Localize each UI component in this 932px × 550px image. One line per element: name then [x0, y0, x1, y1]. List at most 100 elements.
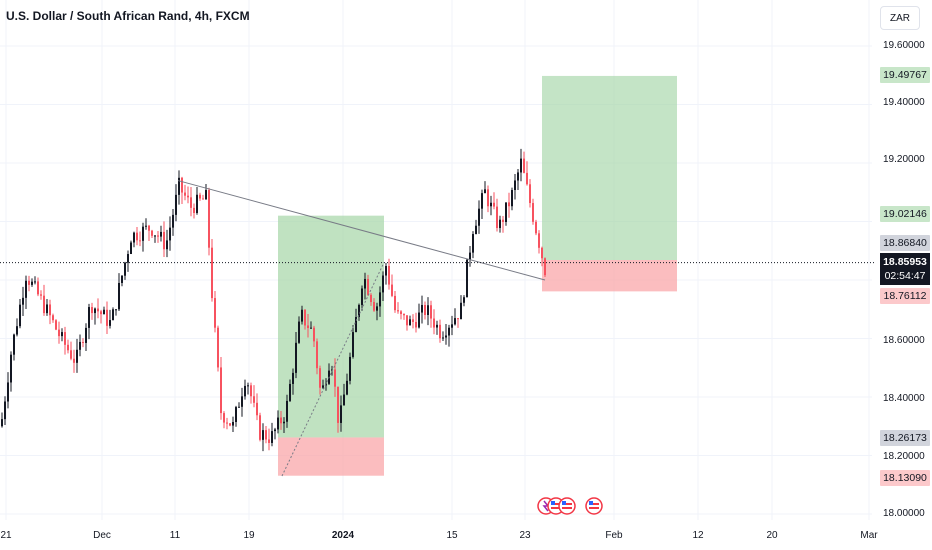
candle-body	[364, 278, 366, 289]
candle-body	[499, 219, 501, 229]
trendline	[177, 180, 546, 281]
candle-body	[223, 413, 225, 423]
candle-body	[289, 383, 291, 401]
candle-body	[445, 335, 447, 338]
candle-body	[427, 305, 429, 315]
economic-events[interactable]	[536, 494, 616, 518]
candle-body	[238, 406, 240, 408]
candle-body	[436, 324, 438, 328]
candle-body	[91, 307, 93, 314]
candle-body	[169, 227, 171, 241]
candle-body	[64, 332, 66, 345]
candle-body	[22, 297, 24, 305]
x-tick: 15	[446, 530, 458, 541]
stop-price-label: 18.76112	[880, 288, 930, 304]
candle-body	[37, 281, 39, 295]
us-flag-icon[interactable]	[585, 497, 603, 515]
x-tick: 12	[692, 530, 704, 541]
candle-body	[496, 206, 498, 229]
candle-body	[187, 195, 189, 198]
candle-body	[277, 417, 279, 430]
candle-body	[160, 231, 162, 237]
candle-body	[412, 319, 414, 322]
candle-body	[220, 367, 222, 414]
candle-body	[400, 311, 402, 315]
candle-body	[442, 337, 444, 339]
us-flag-icon[interactable]	[558, 497, 576, 515]
candle-body	[10, 354, 12, 383]
candle-body	[382, 275, 384, 293]
candle-body	[361, 288, 363, 305]
candle-body	[529, 184, 531, 204]
candle-body	[250, 385, 252, 397]
candle-body	[493, 202, 495, 207]
candle-body	[142, 226, 144, 241]
candle-body	[403, 314, 405, 316]
candle-body	[154, 235, 156, 237]
x-tick: 21	[0, 530, 12, 541]
candle-body	[439, 324, 441, 339]
candle-body	[268, 439, 270, 443]
currency-button[interactable]: ZAR	[880, 6, 920, 30]
candle-body	[274, 429, 276, 432]
candle-body	[241, 396, 243, 407]
candle-body	[367, 278, 369, 295]
candle-body	[94, 308, 96, 314]
candle-body	[430, 305, 432, 319]
candle-body	[322, 385, 324, 388]
candle-body	[316, 341, 318, 369]
current-price-value: 18.85953	[883, 256, 927, 268]
candle-body	[481, 193, 483, 209]
candle-body	[520, 158, 522, 173]
candle-body	[190, 197, 192, 208]
candle-body	[397, 310, 399, 312]
candle-body	[40, 294, 42, 296]
candle-body	[541, 247, 543, 259]
candle-body	[73, 358, 75, 363]
candle-body	[451, 324, 453, 328]
candle-body	[424, 304, 426, 315]
countdown-timer: 02:54:47	[884, 270, 926, 282]
candle-body	[88, 307, 90, 328]
candle-body	[115, 309, 117, 311]
candle-body	[478, 208, 480, 226]
candle-body	[262, 430, 264, 440]
candle-body	[472, 234, 474, 253]
candle-body	[514, 180, 516, 191]
candle-body	[469, 252, 471, 260]
candle-body	[55, 320, 57, 330]
candle-body	[193, 207, 195, 213]
candle-body	[301, 309, 303, 322]
candle-body	[157, 235, 159, 237]
candle-body	[280, 417, 282, 424]
candle-body	[487, 189, 489, 207]
candle-body	[208, 190, 210, 248]
candle-body	[151, 230, 153, 236]
candle-body	[82, 341, 84, 343]
candle-body	[4, 401, 6, 420]
candle-body	[61, 332, 63, 337]
candle-body	[355, 317, 357, 333]
candle-body	[337, 386, 339, 423]
x-tick: Dec	[93, 530, 111, 541]
current-price-label: 18.85953 02:54:47	[880, 253, 930, 285]
x-tick: 11	[169, 530, 181, 541]
candle-body	[292, 372, 294, 384]
candle-body	[19, 304, 21, 327]
candle-body	[148, 225, 150, 231]
candle-body	[34, 281, 36, 283]
candle-body	[256, 402, 258, 416]
target-price-label: 19.49767	[880, 67, 930, 83]
candle-body	[517, 172, 519, 181]
candle-body	[16, 326, 18, 335]
candle-body	[31, 281, 33, 285]
candle-body	[376, 306, 378, 311]
y-tick: 18.00000	[883, 508, 925, 519]
candle-body	[145, 225, 147, 227]
old-entry-price-label: 18.26173	[880, 430, 930, 446]
candle-body	[121, 275, 123, 283]
candle-body	[358, 304, 360, 318]
candle-body	[460, 302, 462, 320]
entry-price-label: 18.86840	[880, 235, 930, 251]
